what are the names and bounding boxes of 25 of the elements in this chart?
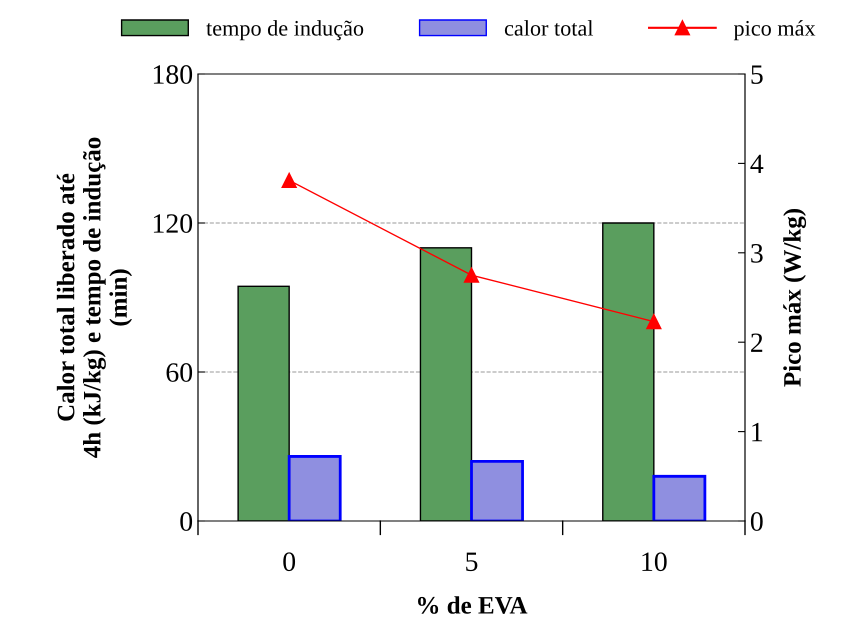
legend-label: calor total	[504, 20, 594, 36]
y2-tick-label: 1	[752, 422, 762, 442]
y2-tick-label: 0	[750, 512, 763, 531]
x-tick-label: 0	[283, 552, 296, 572]
point	[646, 314, 662, 330]
point	[464, 268, 480, 283]
y2-tick-label: 3	[751, 244, 763, 263]
y2-axis-title: Pico máx (W/kg)	[783, 209, 806, 387]
legend-label: pico máx	[734, 20, 816, 40]
y2-tick-label: 5	[751, 65, 763, 84]
x-tick-label: 5	[466, 552, 478, 572]
y-tick-label: 120	[154, 214, 192, 233]
x-axis-title: % de EVA	[418, 596, 528, 614]
y-tick-label: 0	[180, 512, 192, 531]
bar	[470, 460, 524, 521]
y2-tick-label: 2	[751, 333, 762, 352]
x-tick-label: 10	[642, 552, 667, 572]
y-tick-label: 60	[166, 363, 192, 382]
bar	[288, 455, 342, 521]
y-axis-title: Calor total liberado até 4h (kJ/kg) e tempo de indução (min)	[56, 138, 132, 458]
y2-tick-label: 4	[750, 154, 764, 174]
bar	[652, 474, 706, 521]
point	[282, 172, 297, 188]
legend-label: tempo de indução	[206, 20, 364, 40]
y-tick-label: 180	[154, 65, 192, 84]
